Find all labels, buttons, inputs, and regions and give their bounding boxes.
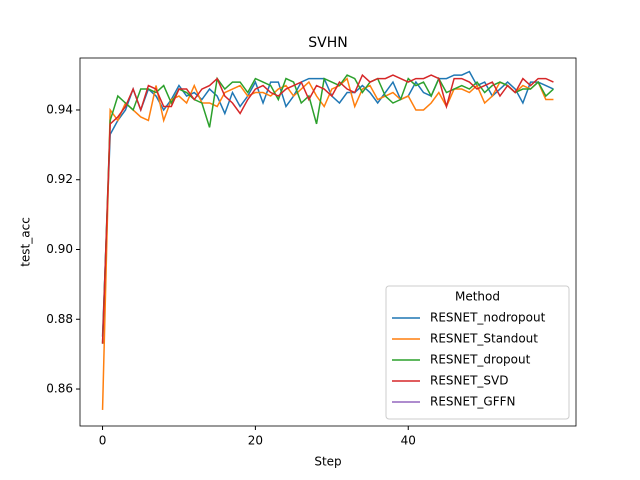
x-tick-label: 20 [248, 434, 263, 448]
legend-label: RESNET_dropout [430, 353, 531, 367]
legend-label: RESNET_SVD [430, 374, 509, 388]
legend-title: Method [455, 290, 500, 304]
y-tick-label: 0.94 [46, 102, 73, 116]
y-tick-label: 0.88 [46, 312, 73, 326]
legend-label: RESNET_Standout [430, 332, 538, 346]
chart-title: SVHN [308, 35, 347, 51]
series-line [101, 73, 554, 344]
y-tick-label: 0.92 [46, 172, 73, 186]
x-tick-label: 40 [401, 434, 416, 448]
x-tick-label: 0 [99, 434, 107, 448]
y-tick-label: 0.90 [46, 242, 73, 256]
legend-label: RESNET_nodropout [430, 311, 546, 325]
legend-box [385, 285, 570, 420]
y-axis-label: test_acc [19, 217, 33, 267]
plot-frame [79, 57, 577, 427]
legend-label: RESNET_GFFN [430, 395, 516, 409]
y-tick-label: 0.86 [46, 382, 73, 396]
x-axis-label: Step [314, 455, 341, 469]
